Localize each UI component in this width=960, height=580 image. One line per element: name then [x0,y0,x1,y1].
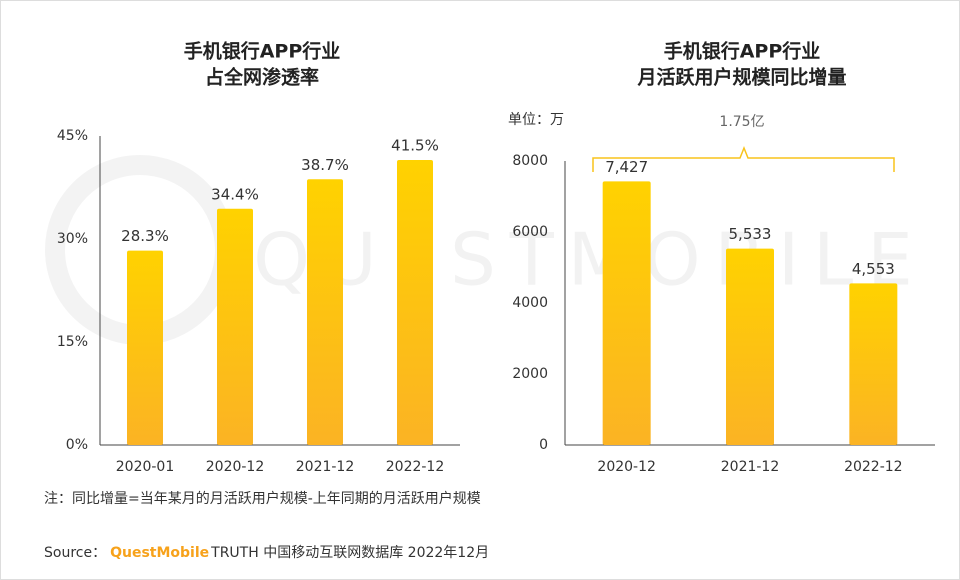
annotation-bracket [592,145,895,172]
chart-title: 月活跃用户规模同比增量 [636,66,846,89]
y-tick-label: 8000 [512,153,548,169]
value-label: 38.7% [301,156,349,174]
x-tick-label: 2022-12 [844,459,903,475]
value-label: 4,553 [852,260,895,278]
bar [849,283,898,445]
x-tick-label: 2022-12 [386,459,445,475]
chart-title: 占全网渗透率 [205,66,319,89]
value-label: 7,427 [605,158,648,176]
chart-title: 手机银行APP行业 [664,40,821,63]
y-tick-label: 4000 [512,295,548,311]
chart-title: 手机银行APP行业 [184,40,341,63]
value-label: 41.5% [391,137,439,155]
y-tick-label: 0% [66,437,88,453]
bar [307,179,343,445]
y-tick-label: 6000 [512,224,548,240]
source: Source： QuestMobile TRUTH 中国移动互联网数据库 2022年… [44,545,489,561]
unit-label: 单位：万 [508,112,564,128]
source-text: TRUTH 中国移动互联网数据库 2022年12月 [210,545,489,561]
x-tick-label: 2020-12 [206,459,265,475]
source-brand: QuestMobile [110,545,209,561]
y-tick-label: 45% [57,128,88,144]
note: 注：同比增量=当年某月的月活跃用户规模-上年同期的月活跃用户规模 [44,490,481,507]
value-label: 28.3% [121,227,169,245]
source-label: Source： [44,545,106,561]
y-tick-label: 15% [57,334,88,350]
x-tick-label: 2020-01 [116,459,175,475]
watermark: QUESTMOBILE [253,218,927,302]
bar [726,248,774,445]
y-tick-label: 0 [539,437,548,453]
x-tick-label: 2021-12 [721,459,780,475]
annotation: 1.75亿 [719,114,764,130]
value-label: 34.4% [211,185,259,203]
y-tick-label: 30% [57,231,88,247]
x-tick-label: 2020-12 [597,459,656,475]
value-label: 5,533 [729,225,772,243]
x-tick-label: 2021-12 [296,459,355,475]
bar [397,160,433,446]
y-tick-label: 2000 [512,366,548,382]
bar [602,181,651,446]
bar [217,208,253,445]
bar [127,250,163,445]
